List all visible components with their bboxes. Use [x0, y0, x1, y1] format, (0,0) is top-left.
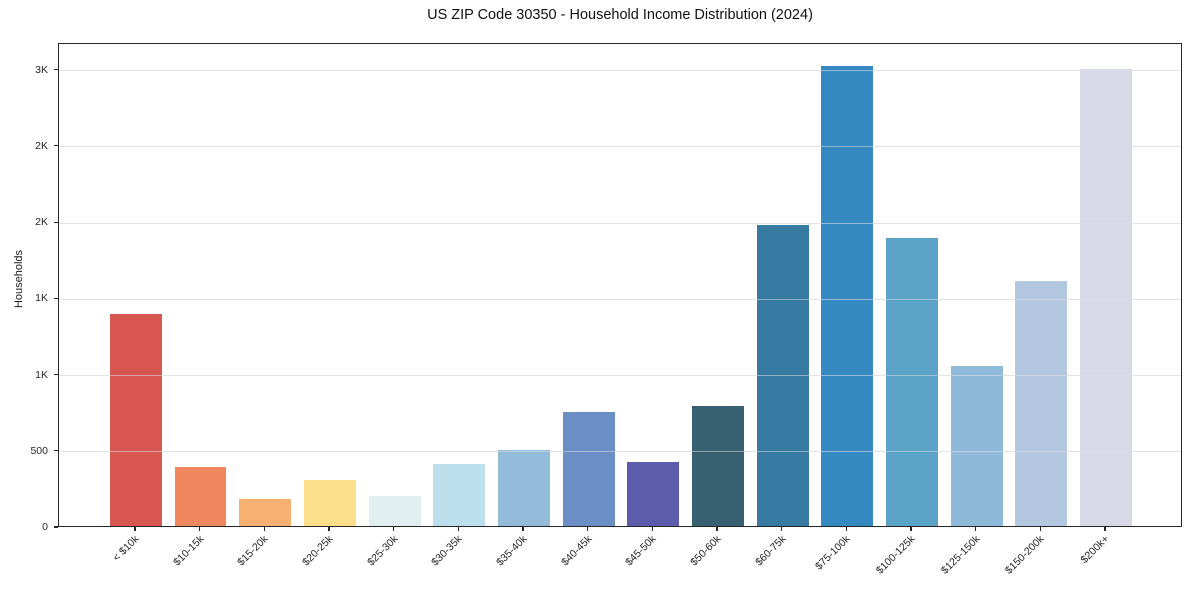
y-tick-label: 500: [30, 444, 48, 457]
x-tick: [457, 527, 459, 531]
x-tick: [199, 527, 201, 531]
y-tick-label: 1K: [35, 368, 48, 381]
x-tick: [975, 527, 977, 531]
y-tick: [54, 145, 58, 147]
x-tick: [134, 527, 136, 531]
x-tick: [651, 527, 653, 531]
gridline-overlay: [59, 298, 1181, 300]
bar-3: [239, 498, 292, 526]
y-tick: [54, 297, 58, 299]
x-tick: [393, 527, 395, 531]
x-tick: [716, 527, 718, 531]
bar-4: [304, 479, 356, 526]
y-axis-label: Households: [13, 249, 25, 309]
bar-7: [498, 449, 550, 526]
y-tick: [54, 526, 58, 528]
bar-2: [174, 467, 227, 526]
x-tick: [587, 527, 589, 531]
bar-10: [692, 405, 744, 526]
gridline-overlay: [59, 375, 1181, 377]
bar-5: [368, 496, 421, 526]
bar-15: [1015, 280, 1068, 526]
bar-8: [562, 411, 615, 526]
x-tick: [328, 527, 330, 531]
y-tick-label: 3K: [35, 63, 48, 76]
y-tick: [54, 69, 58, 71]
y-tick-label: 2K: [35, 216, 48, 229]
bar-16: [1080, 68, 1132, 526]
bar-14: [950, 365, 1003, 526]
gridline-overlay: [59, 222, 1181, 224]
bar-12: [821, 66, 874, 526]
gridline-overlay: [59, 146, 1181, 148]
x-tick: [845, 527, 847, 531]
gridline-overlay: [59, 451, 1181, 453]
bar-9: [627, 461, 680, 526]
plot-area: [58, 43, 1182, 527]
x-tick: [910, 527, 912, 531]
x-tick: [1104, 527, 1106, 531]
x-tick-label: < $10k: [110, 533, 142, 564]
y-tick-label: 1K: [35, 292, 48, 305]
y-tick: [54, 373, 58, 376]
bar-6: [433, 464, 486, 526]
y-tick-label: 0: [42, 521, 48, 533]
y-tick: [54, 221, 58, 223]
x-tick: [522, 527, 524, 531]
x-tick: [1039, 527, 1041, 531]
x-tick: [263, 527, 265, 531]
y-tick: [54, 450, 58, 452]
gridline-overlay: [59, 70, 1181, 72]
chart-title: US ZIP Code 30350 - Household Income Dis…: [427, 7, 813, 23]
bar-13: [886, 237, 938, 526]
y-tick-label: 2K: [35, 139, 48, 152]
x-tick: [781, 527, 783, 531]
bar-1: [110, 314, 162, 526]
